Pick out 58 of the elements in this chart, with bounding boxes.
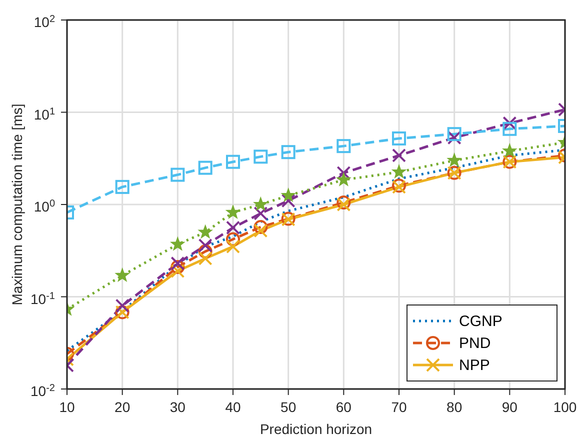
point	[336, 172, 350, 186]
point	[281, 194, 296, 208]
point	[254, 150, 268, 164]
point	[226, 220, 240, 235]
point	[198, 225, 212, 238]
point	[116, 268, 130, 282]
point	[198, 160, 212, 175]
point	[254, 197, 268, 210]
point	[170, 260, 185, 274]
point	[170, 237, 184, 250]
x-tick-label: 60	[336, 399, 352, 415]
x-tick-label: 20	[114, 399, 130, 415]
x-tick-label: 100	[553, 399, 577, 415]
point	[254, 224, 268, 238]
point	[198, 244, 212, 258]
x-tick-label: 30	[170, 399, 186, 415]
point	[170, 168, 185, 182]
point	[226, 240, 240, 254]
point	[254, 206, 268, 220]
y-tick-label: 10$^{0}$	[34, 198, 56, 214]
y-tick-label: 10$^{2}$	[34, 14, 56, 30]
point	[447, 127, 462, 142]
y-tick-label: 10$^{-1}$	[30, 290, 56, 307]
legend-label: CGNP	[459, 313, 502, 330]
legend-label: NPP	[459, 357, 490, 374]
point	[502, 144, 516, 157]
point	[226, 232, 240, 246]
x-tick-label: 10	[59, 399, 75, 415]
point	[254, 220, 268, 234]
point	[392, 131, 406, 146]
point	[448, 153, 462, 166]
point	[198, 251, 212, 266]
y-axis-title: Maximum computation time [ms]	[9, 104, 25, 306]
point	[226, 154, 240, 169]
x-tick-label: 70	[391, 399, 407, 415]
y-tick-label: 10$^{-2}$	[30, 382, 56, 399]
point	[170, 256, 185, 270]
point	[198, 238, 212, 252]
legend-label: PND	[459, 335, 491, 352]
point	[226, 205, 240, 218]
point	[502, 116, 517, 130]
y-tick-label: 10$^{1}$	[34, 106, 56, 122]
x-tick-label: 40	[225, 399, 241, 415]
point	[392, 164, 406, 178]
point	[281, 145, 296, 160]
x-axis-title: Prediction horizon	[260, 421, 372, 437]
point	[282, 188, 296, 202]
point	[502, 122, 517, 136]
point	[115, 298, 130, 313]
point	[170, 264, 185, 278]
point	[447, 130, 462, 145]
point	[336, 139, 351, 154]
x-tick-label: 90	[502, 399, 518, 415]
x-tick-label: 50	[280, 399, 296, 415]
point	[115, 180, 130, 194]
x-tick-label: 80	[446, 399, 462, 415]
point	[392, 148, 406, 162]
point	[336, 166, 351, 180]
